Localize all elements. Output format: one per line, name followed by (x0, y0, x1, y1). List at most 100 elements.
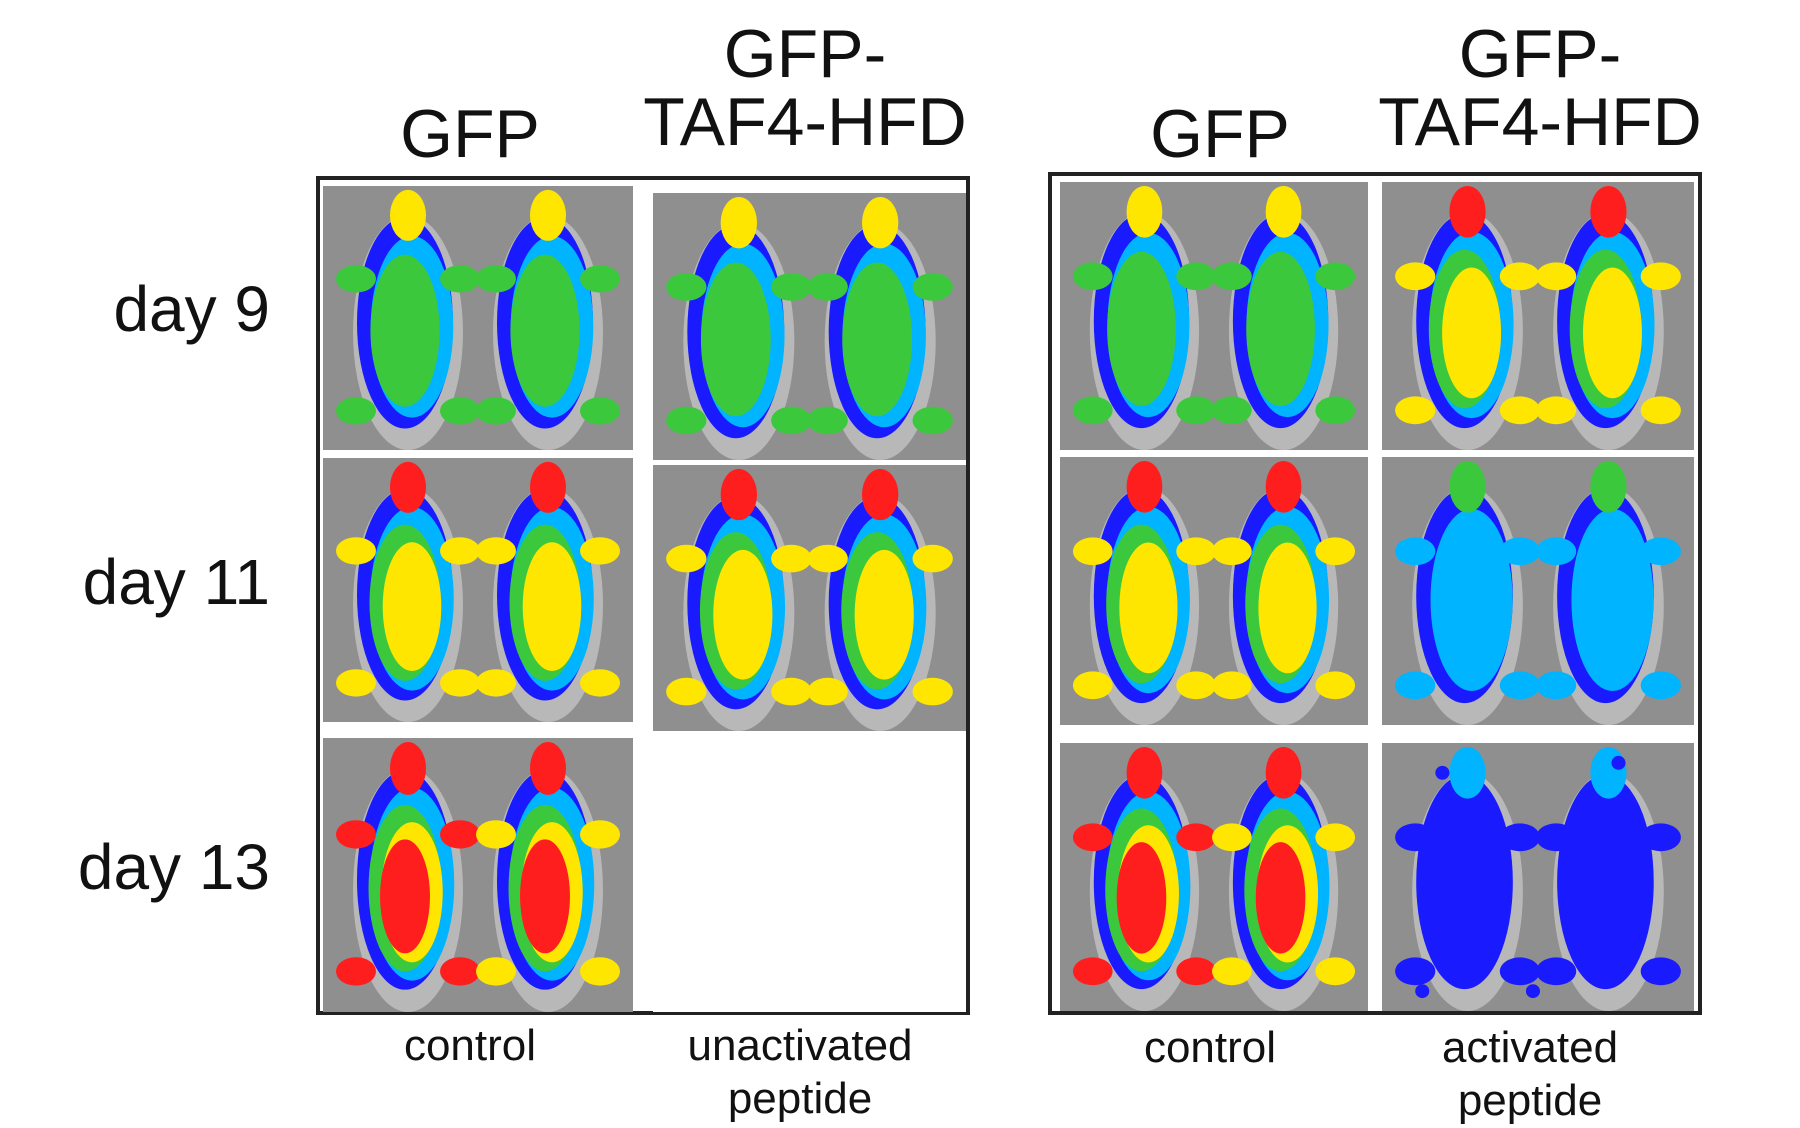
limb-signal (807, 406, 848, 435)
limb-signal (1640, 671, 1681, 700)
head-signal (1449, 460, 1486, 513)
limb-signal (771, 544, 812, 573)
signal-speck (1626, 944, 1641, 959)
limb-signal (440, 265, 480, 293)
left-taf4-day13-empty (653, 738, 966, 1012)
head-signal (1126, 185, 1163, 238)
limb-signal (666, 677, 707, 706)
limb-signal (666, 406, 707, 435)
limb-signal (336, 537, 376, 565)
left-gfp-header: GFP (400, 96, 540, 172)
limb-signal (1315, 537, 1356, 566)
limb-signal (1395, 537, 1436, 566)
limb-signal (1212, 262, 1252, 291)
mouse-signal (666, 196, 812, 460)
signal-layer (520, 839, 570, 954)
head-signal (390, 461, 426, 513)
right-control-label: control (1143, 1023, 1277, 1072)
left-unactivated-peptide-label: unactivated peptide (687, 1021, 913, 1123)
signal-layer (1583, 267, 1642, 399)
limb-signal (1395, 957, 1436, 986)
right-taf4-day11-image (1382, 457, 1694, 725)
limb-signal (580, 537, 620, 565)
right-gfp-header: GFP (1150, 96, 1290, 172)
mouse-signal (336, 189, 480, 450)
limb-signal (1176, 396, 1216, 425)
limb-signal (1395, 823, 1436, 852)
signal-layer (1258, 542, 1317, 674)
signal-layer (1255, 842, 1306, 954)
limb-signal (580, 820, 620, 849)
left-gfp-day13-image (323, 738, 633, 1012)
row-label-day-11: day 11 (82, 546, 270, 618)
head-signal (530, 742, 566, 795)
limb-signal (912, 406, 953, 435)
bioluminescence-image (323, 186, 633, 450)
limb-signal (1535, 262, 1577, 291)
limb-signal (1212, 671, 1252, 700)
limb-signal (440, 537, 480, 565)
bioluminescence-image (1060, 743, 1368, 1011)
head-signal (1590, 185, 1627, 238)
bioluminescence-image (653, 465, 966, 731)
limb-signal (580, 957, 620, 986)
right-taf4-day9-image (1382, 182, 1694, 450)
left-control-label: control (403, 1021, 537, 1070)
head-signal (1265, 460, 1302, 513)
mouse-signal (476, 189, 620, 450)
mouse-signal (1072, 460, 1216, 725)
limb-signal (1535, 396, 1577, 425)
signal-layer (1430, 508, 1513, 692)
mouse-signal (1395, 185, 1541, 450)
bioluminescence-image (1060, 457, 1368, 725)
limb-signal (1640, 957, 1681, 986)
signal-layer (370, 254, 440, 407)
limb-signal (476, 537, 516, 565)
limb-signal (1499, 396, 1541, 425)
limb-signal (1176, 537, 1216, 566)
limb-signal (1176, 957, 1216, 986)
head-signal (1265, 185, 1302, 238)
left-taf4-day11-image (653, 465, 966, 731)
limb-signal (1315, 957, 1356, 986)
head-signal (1449, 746, 1486, 799)
limb-signal (912, 544, 953, 573)
head-signal (862, 196, 899, 249)
signal-speck (1611, 755, 1626, 770)
limb-signal (1640, 823, 1681, 852)
limb-signal (1072, 262, 1113, 291)
head-signal (390, 189, 426, 241)
right-imaging-panel (1048, 172, 1702, 1015)
limb-signal (440, 957, 480, 986)
signal-layer (1116, 842, 1167, 954)
limb-signal (476, 265, 516, 293)
limb-signal (1176, 671, 1216, 700)
limb-signal (1315, 262, 1356, 291)
limb-signal (1315, 823, 1356, 852)
limb-signal (807, 544, 848, 573)
limb-signal (1072, 537, 1113, 566)
limb-signal (1315, 671, 1356, 700)
limb-signal (580, 265, 620, 293)
bioluminescence-image (1060, 182, 1368, 450)
limb-signal (771, 273, 812, 301)
limb-signal (1395, 671, 1436, 700)
head-signal (720, 468, 757, 521)
right-gfp-day11-image (1060, 457, 1368, 725)
signal-layer (842, 262, 913, 417)
signal-layer (854, 549, 914, 680)
head-signal (1449, 185, 1486, 238)
mouse-signal (1072, 746, 1216, 1011)
limb-signal (476, 820, 516, 849)
head-signal (1265, 746, 1302, 799)
left-taf4-day9-image (653, 193, 966, 460)
signal-layer (1107, 251, 1176, 407)
limb-signal (476, 669, 516, 697)
limb-signal (1499, 262, 1541, 291)
bioluminescence-image (323, 458, 633, 722)
limb-signal (336, 820, 376, 849)
signal-layer (1442, 267, 1502, 399)
right-gfp-taf4-hfd-header: GFP- TAF4-HFD (1378, 16, 1702, 160)
bioluminescence-image (323, 738, 633, 1012)
signal-speck (1435, 765, 1450, 780)
